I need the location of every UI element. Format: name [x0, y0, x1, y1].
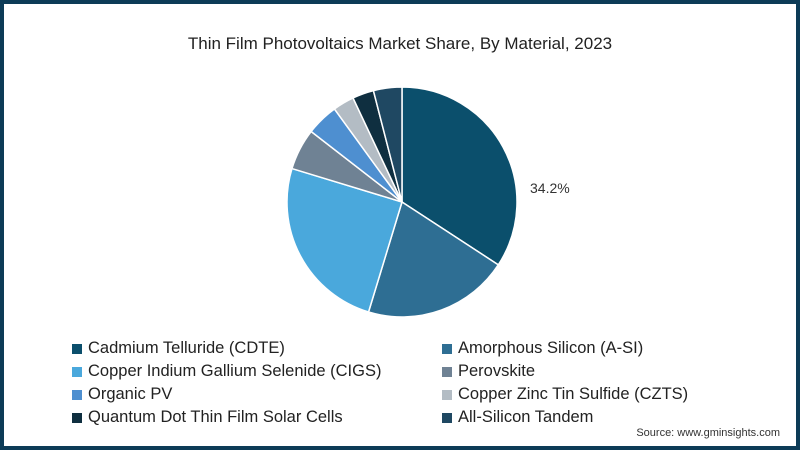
legend-swatch: [442, 343, 452, 354]
legend: Cadmium Telluride (CDTE) Amorphous Silic…: [72, 338, 772, 428]
legend-swatch: [442, 412, 452, 423]
chart-title: Thin Film Photovoltaics Market Share, By…: [187, 34, 613, 53]
legend-item-perovskite: Perovskite: [442, 361, 772, 382]
legend-item-cigs: Copper Indium Gallium Selenide (CIGS): [72, 361, 442, 382]
legend-item-a-si: Amorphous Silicon (A-SI): [442, 338, 772, 359]
legend-swatch: [442, 389, 452, 400]
legend-swatch: [72, 343, 82, 354]
source-note: Source: www.gminsights.com: [636, 427, 780, 439]
legend-item-organic-pv: Organic PV: [72, 384, 442, 405]
legend-swatch: [72, 366, 82, 377]
legend-swatch: [442, 366, 452, 377]
legend-swatch: [72, 389, 82, 400]
pie-slice: [286, 167, 403, 313]
legend-swatch: [72, 412, 82, 423]
pie-slice: [372, 86, 403, 203]
legend-item-cdte: Cadmium Telluride (CDTE): [72, 338, 442, 359]
legend-item-czts: Copper Zinc Tin Sulfide (CZTS): [442, 384, 772, 405]
pie-slice: [367, 200, 500, 318]
legend-item-quantum-dot: Quantum Dot Thin Film Solar Cells: [72, 407, 442, 428]
data-label-cdte: 34.2%: [530, 180, 570, 196]
legend-item-all-silicon-tandem: All-Silicon Tandem: [442, 407, 772, 428]
